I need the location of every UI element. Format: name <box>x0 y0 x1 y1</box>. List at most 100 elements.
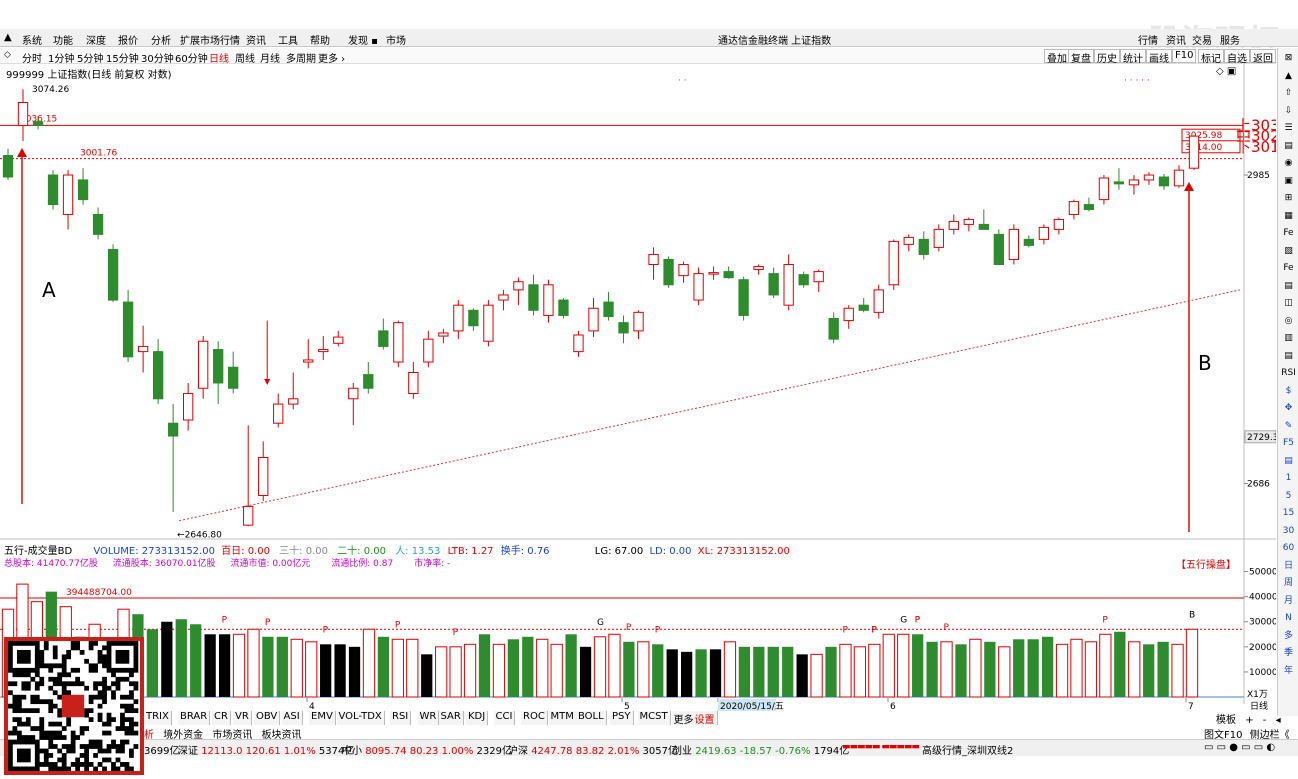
sidebar-icon-15[interactable]: ◎ <box>1284 315 1293 326</box>
indicator-tab-7[interactable]: VOL-TDX <box>336 711 385 725</box>
indicator-tab-3[interactable]: VR <box>233 711 252 725</box>
tool-stats[interactable]: 统计 <box>1120 49 1146 65</box>
tool-draw[interactable]: 画线 <box>1146 49 1172 65</box>
menu-right-2[interactable]: 资讯 <box>1166 36 1186 47</box>
f10-label[interactable]: 图文F10 <box>1204 730 1243 741</box>
sidebar-icon-24[interactable]: 1 <box>1285 473 1292 483</box>
sidebar-icon-16[interactable]: ▥ <box>1284 333 1293 343</box>
sidebar-icon-9[interactable]: ▦ <box>1284 210 1293 221</box>
period-fenshi[interactable]: 分时 <box>22 54 42 65</box>
indicator-tab-13[interactable]: ROC <box>521 711 548 725</box>
pin-icon[interactable]: ◇ <box>4 50 11 60</box>
tool-restore[interactable]: 复盘 <box>1068 49 1094 65</box>
menu-right-4[interactable]: 服务 <box>1220 36 1240 47</box>
period-30min[interactable]: 30分钟 <box>141 54 174 65</box>
kline-chart[interactable]: 3036.15 3001.76 3025.98 3014.00 上3036中3025下… <box>0 64 1276 744</box>
sidebar-icon-30[interactable]: 周 <box>1283 578 1293 588</box>
tool-overlay[interactable]: 叠加 <box>1044 49 1070 65</box>
period-15min[interactable]: 15分钟 <box>106 54 139 65</box>
indicator-tab-2[interactable]: CR <box>212 711 231 725</box>
template-controls[interactable]: 模板 + - ◂ <box>1216 711 1281 726</box>
sidebar-icon-0[interactable]: ⊠ <box>1284 53 1293 63</box>
menu-item-tools[interactable]: 工具 <box>278 36 298 47</box>
menu-item-function[interactable]: 功能 <box>53 36 73 47</box>
sidebar-icon-32[interactable]: N <box>1285 613 1292 623</box>
period-weekly[interactable]: 周线 <box>235 54 255 65</box>
menu-right-3[interactable]: 交易 <box>1192 36 1212 47</box>
tool-history[interactable]: 历史 <box>1094 49 1120 65</box>
sidebar-icon-34[interactable]: 季 <box>1283 648 1293 658</box>
indicator-tab-4[interactable]: OBV <box>254 711 281 725</box>
status-feed[interactable]: 高级行情_深圳双线2 <box>922 746 1014 757</box>
sidebar-icon-26[interactable]: 15 <box>1282 508 1295 518</box>
sidebar-icon-23[interactable]: ▤ <box>1284 455 1293 466</box>
period-1min[interactable]: 1分钟 <box>48 54 75 65</box>
sidebar-icon-22[interactable]: F5 <box>1283 438 1294 448</box>
menu-item-analysis[interactable]: 分析 <box>151 36 171 47</box>
indicator-tab-11[interactable]: KDJ <box>466 711 489 725</box>
f10-toggles[interactable]: 图文F10 侧边栏《 <box>1204 726 1290 741</box>
minus-icon[interactable]: - <box>1262 715 1267 726</box>
menu-item-news[interactable]: 资讯 <box>246 36 266 47</box>
indicator-tab-12[interactable]: CCI <box>493 711 516 725</box>
side-label[interactable]: 侧边栏《 <box>1249 730 1290 741</box>
indicator-tab-6[interactable]: EMV <box>309 711 336 725</box>
tool-mark[interactable]: 标记 <box>1198 49 1224 65</box>
sidebar-icon-27[interactable]: 30 <box>1282 525 1295 536</box>
period-60min[interactable]: 60分钟 <box>175 54 208 65</box>
sidebar-icon-25[interactable]: 5 <box>1285 490 1292 501</box>
sidebar-icon-29[interactable]: 日 <box>1283 560 1293 571</box>
indicator-tab-0[interactable]: TRIX <box>144 711 172 725</box>
sidebar-icon-4[interactable]: ☰ <box>1284 123 1293 133</box>
sidebar-icon-6[interactable]: ◉ <box>1284 158 1293 168</box>
sidebar-icon-13[interactable]: ▤ <box>1284 280 1293 291</box>
indicator-tab-8[interactable]: RSI <box>390 711 412 725</box>
sidebar-icon-8[interactable]: ⊞ <box>1284 193 1293 203</box>
tab-market-news[interactable]: 市场资讯 <box>212 730 253 741</box>
sidebar-icon-12[interactable]: Fe <box>1283 263 1294 273</box>
menu-item-ext-market[interactable]: 扩展市场行情 <box>180 36 240 47</box>
sidebar-icon-18[interactable]: RSI <box>1281 368 1296 378</box>
sidebar-icon-17[interactable]: ▤ <box>1284 350 1293 361</box>
indicator-tab-14[interactable]: MTM <box>548 711 577 725</box>
add-icon[interactable]: + <box>1245 715 1254 726</box>
period-more[interactable]: 更多 › <box>318 54 346 65</box>
indicator-tab-5[interactable]: ASI <box>281 711 303 725</box>
tool-f10[interactable]: F10 <box>1172 49 1197 63</box>
tab-analysis[interactable]: 析 <box>144 730 154 741</box>
sidebar-icon-21[interactable]: ✎ <box>1284 420 1293 431</box>
sidebar-icon-3[interactable]: ⇩ <box>1284 105 1293 116</box>
indicator-name[interactable]: 五行-成交量BD <box>4 546 73 557</box>
indicator-tab-9[interactable]: WR <box>417 711 440 725</box>
sidebar-icon-1[interactable]: ▲ <box>1285 70 1292 81</box>
indicator-tab-15[interactable]: BOLL <box>576 711 607 725</box>
sidebar-icon-20[interactable]: ✥ <box>1284 403 1293 413</box>
menu-item-system[interactable]: 系统 <box>22 36 42 47</box>
menu-item-depth[interactable]: 深度 <box>86 36 106 47</box>
sidebar-icon-28[interactable]: 60 <box>1282 543 1295 553</box>
template-label[interactable]: 模板 <box>1216 715 1236 726</box>
sidebar-icon-19[interactable]: $ <box>1285 385 1292 396</box>
sidebar-icon-7[interactable]: ▣ <box>1284 175 1293 186</box>
tab-sector-news[interactable]: 板块资讯 <box>261 730 302 741</box>
sidebar-icon-14[interactable]: ◫ <box>1284 298 1293 308</box>
tool-back[interactable]: 返回 <box>1250 49 1276 65</box>
sidebar-icon-11[interactable]: ▧ <box>1284 245 1293 256</box>
period-5min[interactable]: 5分钟 <box>77 54 104 65</box>
chart-setting-icons[interactable]: ◇ ▣ <box>1216 66 1237 77</box>
indicator-tab-17[interactable]: MCST <box>637 711 671 725</box>
sidebar-icon-5[interactable]: ▤ <box>1284 140 1293 151</box>
sidebar-icon-35[interactable]: 年 <box>1283 665 1293 676</box>
wuxing-panel-link[interactable]: 【五行操盘】 <box>1176 560 1236 571</box>
sidebar-icon-10[interactable]: Fe <box>1283 228 1294 238</box>
tab-offshore[interactable]: 境外资金 <box>163 730 204 741</box>
menu-item-quote[interactable]: 报价 <box>118 36 138 47</box>
indicator-tab-10[interactable]: SAR <box>438 711 464 725</box>
menu-item-market[interactable]: 市场 <box>386 36 406 47</box>
sidebar-icon-33[interactable]: 多 <box>1283 630 1293 641</box>
period-daily[interactable]: 日线 <box>209 54 229 65</box>
period-multi[interactable]: 多周期 <box>286 54 316 65</box>
sidebar-icon-2[interactable]: ⇧ <box>1284 88 1293 98</box>
app-logo-icon[interactable]: ▲ <box>4 32 12 43</box>
period-monthly[interactable]: 月线 <box>260 54 280 65</box>
